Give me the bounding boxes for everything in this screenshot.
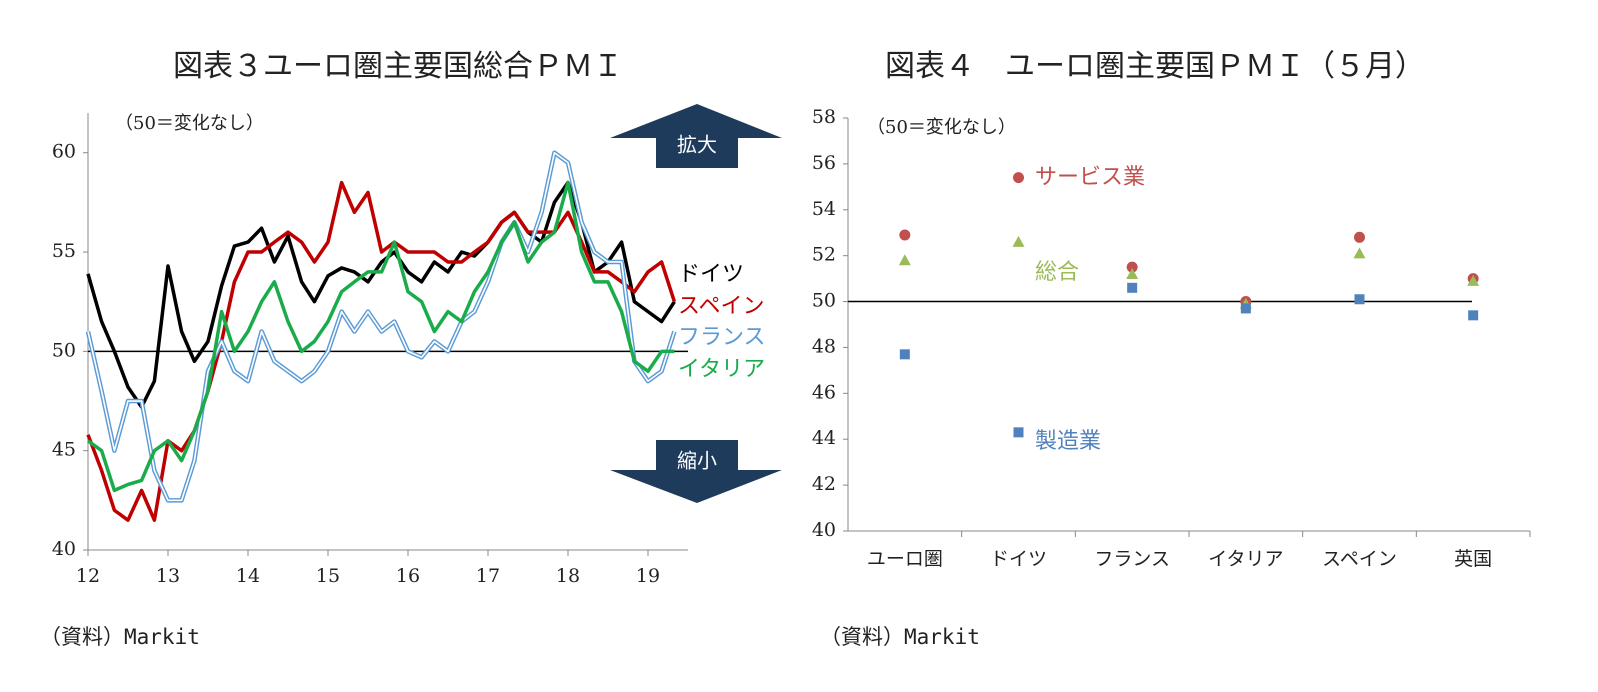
y-tick-label: 44 [812, 427, 836, 449]
point [1354, 231, 1365, 243]
y-tick-label: 40 [812, 519, 836, 541]
source: （資料）Markit [40, 625, 200, 649]
annotation: 拡大 [677, 133, 717, 157]
point [1126, 268, 1139, 280]
point [1013, 427, 1024, 438]
y-tick-label: 54 [812, 198, 836, 220]
legend-label: スペイン [678, 294, 764, 319]
point [1012, 235, 1025, 247]
x-tick-label: スペイン [1322, 548, 1397, 570]
x-tick-label: 15 [316, 565, 340, 587]
legend-label: 製造業 [1035, 429, 1101, 454]
legend-label: フランス [678, 325, 766, 350]
x-tick-label: イタリア [1208, 548, 1283, 570]
y-tick-label: 45 [52, 439, 76, 461]
arrow-down: 縮小 [610, 440, 782, 503]
x-tick-label: 19 [636, 565, 660, 587]
point [899, 349, 910, 360]
y-tick-label: 56 [812, 152, 836, 174]
y-tick-label: 55 [52, 240, 76, 262]
legend-label: ドイツ [678, 262, 744, 287]
point [1126, 261, 1138, 273]
x-tick-label: ドイツ [990, 548, 1047, 570]
point [1354, 294, 1365, 305]
y-tick-label: 60 [52, 141, 76, 163]
point [1353, 247, 1366, 259]
point [1013, 172, 1024, 184]
y-tick-label: 52 [812, 244, 836, 266]
y-tick-label: 50 [52, 339, 76, 361]
x-tick-label: 13 [156, 565, 180, 587]
y-tick-label: 58 [812, 106, 836, 128]
point [1467, 274, 1480, 286]
x-tick-label: ユーロ圏 [867, 548, 943, 570]
x-tick-label: フランス [1094, 548, 1170, 570]
point [1240, 303, 1251, 314]
arrow-shape [610, 440, 782, 503]
x-tick-label: 17 [476, 565, 500, 587]
point [898, 254, 911, 266]
series-line [86, 180, 675, 493]
point [1468, 310, 1479, 321]
series-line [86, 180, 676, 409]
point [899, 229, 911, 241]
chart-title: 図表３ユーロ圏主要国総合ＰＭＩ [173, 49, 623, 84]
note: （50＝変化なし） [115, 113, 264, 134]
legend-label: イタリア [678, 357, 765, 382]
legend-label: 総合 [1035, 260, 1079, 285]
y-tick-label: 50 [812, 290, 836, 312]
x-tick-label: 英国 [1454, 548, 1492, 570]
chart-title: 図表４ ユーロ圏主要国ＰＭＩ（５月） [885, 49, 1425, 84]
x-tick-label: 14 [236, 565, 260, 587]
y-tick-label: 40 [52, 538, 76, 560]
arrow-up: 拡大 [610, 104, 782, 168]
legend-label: サービス業 [1035, 165, 1145, 190]
y-tick-label: 42 [812, 473, 836, 495]
point [1127, 282, 1138, 293]
source: （資料）Markit [820, 625, 980, 649]
series-line-inner [87, 151, 676, 502]
arrow-shape [610, 104, 782, 168]
note: （50＝変化なし） [867, 117, 1016, 138]
y-tick-label: 48 [812, 335, 836, 357]
x-tick-label: 16 [396, 565, 420, 587]
x-tick-label: 12 [76, 565, 100, 587]
x-tick-label: 18 [556, 565, 580, 587]
y-tick-label: 46 [812, 381, 836, 403]
annotation: 縮小 [677, 449, 717, 473]
